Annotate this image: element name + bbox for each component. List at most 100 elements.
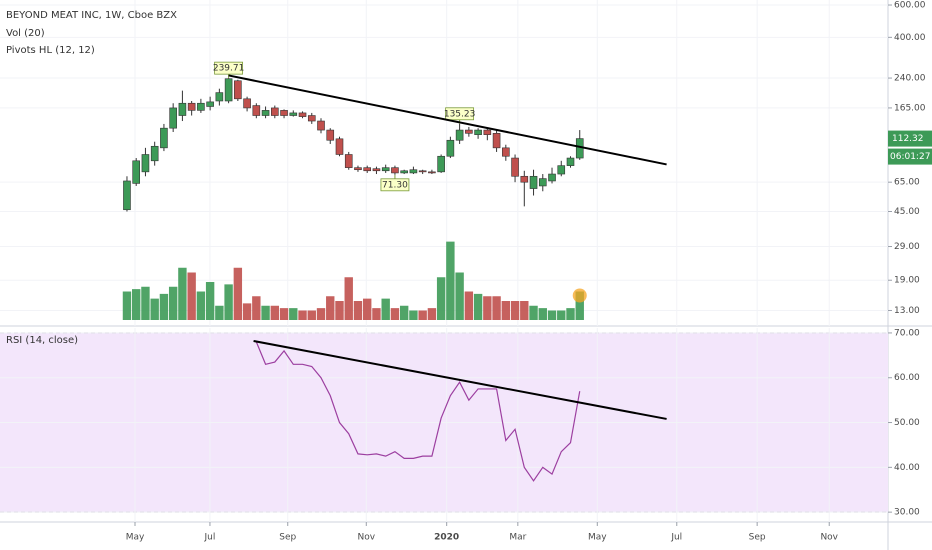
volume-bar	[132, 289, 141, 320]
volume-bar	[501, 301, 511, 320]
x-tick-label: Sep	[279, 533, 296, 543]
volume-bar	[344, 277, 353, 320]
volume-bar	[529, 305, 538, 320]
volume-bar	[178, 267, 187, 320]
pivots-legend: Pivots HL (12, 12)	[6, 45, 95, 56]
candle-body	[317, 120, 325, 131]
volume-bar	[205, 282, 215, 320]
volume-bar	[316, 308, 326, 320]
x-tick-label: Nov	[357, 533, 375, 543]
rsi-line	[255, 341, 581, 482]
candle-body	[520, 175, 529, 183]
volume-bar	[409, 310, 418, 320]
volume-bar	[575, 291, 584, 320]
y-tick-label: 29.00	[894, 242, 920, 252]
candle-body	[502, 147, 510, 157]
candle-body	[372, 168, 381, 172]
volume-bar	[363, 298, 372, 320]
x-tick-label: Sep	[749, 533, 766, 543]
volume-bar	[390, 308, 400, 320]
chart-title: BEYOND MEAT INC, 1W, Cboe BZX	[6, 10, 177, 21]
candle-body	[381, 167, 390, 172]
candle-body	[483, 129, 492, 135]
volume-bar	[547, 310, 557, 320]
candle-body	[538, 178, 547, 187]
pivot-label: 71.30	[382, 180, 408, 190]
candle-body	[418, 170, 427, 173]
volume-bar	[520, 301, 529, 320]
candle-body	[169, 107, 177, 129]
volume-bar	[224, 284, 233, 320]
volume-bar	[242, 303, 252, 320]
volume-bar	[557, 310, 566, 320]
volume-bar	[196, 291, 206, 320]
volume-bar	[455, 272, 464, 320]
candle-body	[160, 127, 168, 149]
countdown-box	[888, 148, 932, 165]
volume-bar	[187, 272, 196, 320]
volume-bar	[464, 291, 474, 320]
candle-body	[215, 92, 224, 102]
volume-bar	[483, 296, 492, 320]
x-tick-label: 2020	[434, 533, 459, 543]
candle-body	[123, 180, 131, 211]
candle-body	[307, 115, 316, 122]
y-tick-label: 50.00	[894, 418, 920, 428]
volume-bar	[436, 277, 446, 320]
candle-body	[141, 154, 150, 173]
y-tick-label: 60.00	[894, 373, 920, 383]
last-price-label: 112.32	[892, 134, 924, 144]
volume-bar	[418, 310, 427, 320]
candle-body	[492, 133, 501, 149]
y-tick-label: 70.00	[894, 328, 920, 338]
candle-body	[474, 129, 482, 135]
rsi-title: RSI (14, close)	[6, 335, 78, 346]
y-tick-label: 13.00	[894, 306, 920, 316]
last-price-box	[888, 130, 932, 147]
volume-bar	[122, 291, 132, 320]
y-tick-label: 30.00	[894, 508, 920, 518]
candle-body	[271, 107, 279, 116]
y-tick-label: 400.00	[894, 33, 926, 43]
volume-bar	[566, 308, 575, 320]
countdown-label: 06:01:27	[890, 152, 930, 162]
candle-body	[400, 170, 408, 174]
candle-body	[150, 145, 159, 162]
volume-bar	[372, 308, 381, 320]
pivot-box	[445, 107, 475, 121]
volume-bar	[270, 305, 280, 320]
volume-bar	[492, 296, 501, 320]
candle-body	[566, 157, 575, 166]
volume-bar	[353, 301, 363, 320]
candle-body	[289, 112, 298, 116]
volume-bar	[215, 305, 224, 320]
volume-bar	[446, 241, 455, 320]
x-tick-label: Mar	[509, 533, 526, 543]
volume-legend: Vol (20)	[6, 28, 45, 39]
trendline	[228, 74, 667, 166]
x-tick-label: May	[126, 533, 145, 543]
candle-body	[252, 105, 261, 116]
candle-body	[197, 102, 205, 111]
candle-body	[132, 160, 141, 184]
volume-bar	[427, 308, 437, 320]
y-tick-label: 165.00	[894, 103, 926, 113]
candle-body	[446, 139, 455, 157]
volume-bar	[326, 296, 335, 320]
volume-bar	[298, 310, 307, 320]
candle-body	[557, 165, 566, 175]
volume-bar	[168, 286, 178, 320]
y-tick-label: 19.00	[894, 276, 920, 286]
volume-bar	[141, 286, 150, 320]
x-tick-label: May	[588, 533, 607, 543]
volume-bar	[473, 293, 483, 320]
volume-bar	[399, 305, 409, 320]
y-tick-label: 40.00	[894, 463, 920, 473]
pivot-box	[380, 178, 410, 192]
candle-body	[529, 175, 538, 189]
x-tick-label: Jul	[204, 533, 216, 543]
volume-highlight	[572, 288, 587, 303]
volume-bar	[159, 293, 169, 320]
candle-body	[455, 129, 464, 141]
